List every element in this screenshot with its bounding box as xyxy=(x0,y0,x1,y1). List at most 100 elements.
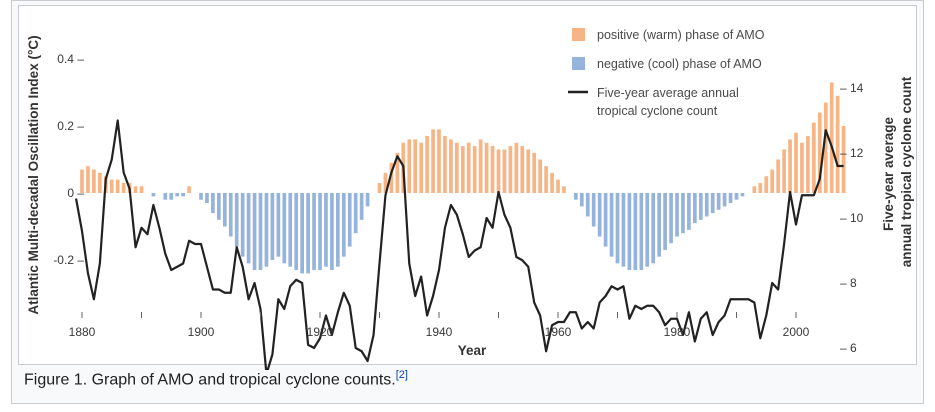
amo-bar-1911 xyxy=(264,193,269,267)
amo-bar-2004 xyxy=(817,112,822,193)
amo-bar-1931 xyxy=(383,172,388,193)
amo-bar-1941 xyxy=(443,136,447,193)
amo-bar-1898 xyxy=(187,186,191,193)
y2-tick-label: – 14 xyxy=(840,81,864,95)
amo-bar-1965 xyxy=(585,193,590,217)
amo-bar-1905 xyxy=(228,193,233,237)
amo-bar-1918 xyxy=(306,193,310,274)
amo-bar-1949 xyxy=(490,146,495,193)
legend-negative-label: negative (cool) phase of AMO xyxy=(597,57,762,71)
amo-bar-1913 xyxy=(276,193,281,257)
amo-bar-1947 xyxy=(478,139,483,193)
x-tick-label: 1940 xyxy=(426,325,453,339)
legend-line-label: Five-year average annual xyxy=(597,86,739,100)
y-axis-title: Atlantic Multi-decadal Oscillation Index… xyxy=(26,35,41,314)
amo-bar-1995 xyxy=(764,176,769,193)
y2-tick-label: – 6 xyxy=(840,341,857,355)
amo-bar-1961 xyxy=(562,186,566,193)
x-tick-label: 1980 xyxy=(664,325,691,339)
amo-bar-1930 xyxy=(377,182,382,193)
amo-bar-1973 xyxy=(633,193,638,271)
amo-bar-1890 xyxy=(139,186,144,193)
amo-bar-1936 xyxy=(413,139,418,193)
amo-bar-1968 xyxy=(603,193,608,247)
amo-bar-1921 xyxy=(324,193,328,267)
x-tick-label: 1880 xyxy=(69,325,96,339)
amo-bar-1994 xyxy=(758,182,763,193)
amo-bar-1983 xyxy=(693,193,697,224)
amo-bar-1964 xyxy=(579,193,584,207)
amo-bar-1969 xyxy=(609,193,614,257)
amo-bar-1940 xyxy=(437,129,441,193)
amo-bar-1988 xyxy=(722,193,727,207)
amo-bar-1907 xyxy=(240,193,245,257)
legend-positive-swatch xyxy=(572,28,585,41)
amo-bar-1883 xyxy=(98,172,102,193)
amo-bar-1885 xyxy=(109,179,114,193)
amo-bar-1897 xyxy=(181,193,185,197)
amo-bar-1972 xyxy=(627,193,632,271)
amo-bar-1926 xyxy=(353,193,358,234)
amo-bar-1998 xyxy=(782,149,786,193)
amo-bar-1945 xyxy=(466,142,471,193)
amo-bar-1914 xyxy=(282,193,287,264)
amo-bar-2008 xyxy=(841,126,846,193)
amo-bar-1957 xyxy=(538,159,542,193)
amo-bar-1999 xyxy=(788,139,792,193)
y2-axis-title-line1: Five-year average xyxy=(881,116,896,231)
y-tick-label: 0 – xyxy=(67,186,84,200)
amo-bar-1950 xyxy=(496,149,501,193)
amo-bar-1993 xyxy=(752,186,757,193)
amo-bar-1997 xyxy=(776,159,780,193)
amo-bar-1943 xyxy=(455,142,459,193)
amo-bar-1909 xyxy=(252,193,257,271)
amo-bar-1922 xyxy=(330,193,334,271)
amo-bar-1948 xyxy=(484,142,489,193)
amo-bar-1979 xyxy=(669,193,673,244)
amo-bar-1982 xyxy=(687,193,691,230)
y-tick-label: 0.4 – xyxy=(57,52,84,66)
amo-bar-1976 xyxy=(651,193,656,264)
caption-reference-link[interactable]: [2] xyxy=(395,369,408,381)
amo-bar-1946 xyxy=(472,146,477,193)
amo-bar-1902 xyxy=(211,193,215,214)
amo-bar-1978 xyxy=(663,193,667,250)
y2-tick-label: – 12 xyxy=(840,146,864,160)
amo-bar-1896 xyxy=(175,193,180,197)
amo-bar-1971 xyxy=(621,193,626,267)
amo-bar-1991 xyxy=(740,193,745,197)
amo-bar-1882 xyxy=(92,169,96,193)
legend-negative-swatch xyxy=(572,57,585,70)
amo-bar-1989 xyxy=(728,193,733,204)
amo-bar-2003 xyxy=(812,122,816,193)
amo-bar-1880 xyxy=(80,169,84,193)
amo-bar-1935 xyxy=(407,139,412,193)
amo-bar-1996 xyxy=(770,169,775,193)
amo-bar-1963 xyxy=(574,193,578,200)
amo-bar-1924 xyxy=(341,193,346,257)
x-tick-label: 2000 xyxy=(783,325,810,339)
amo-bar-1986 xyxy=(710,193,715,214)
amo-bar-1910 xyxy=(258,193,263,271)
amo-bar-1967 xyxy=(597,193,602,237)
amo-bar-1933 xyxy=(395,152,400,193)
x-axis-title: Year xyxy=(458,343,487,358)
amo-bar-1955 xyxy=(526,149,531,193)
amo-cyclone-chart: Atlantic Multi-decadal Oscillation Index… xyxy=(26,28,914,370)
amo-bar-1927 xyxy=(359,193,364,220)
amo-bars xyxy=(80,82,846,274)
amo-bar-1942 xyxy=(449,139,453,193)
amo-bar-1987 xyxy=(716,193,721,210)
amo-bar-1960 xyxy=(556,179,560,193)
amo-bar-2002 xyxy=(806,136,810,193)
amo-bar-1990 xyxy=(734,193,739,200)
amo-bar-1939 xyxy=(431,129,435,193)
amo-bar-1944 xyxy=(460,146,465,193)
cyclone-count-line xyxy=(74,119,844,370)
amo-bar-1970 xyxy=(615,193,620,264)
amo-bar-1925 xyxy=(347,193,352,247)
amo-bar-1937 xyxy=(419,142,423,193)
amo-bar-1980 xyxy=(675,193,679,237)
amo-bar-1959 xyxy=(550,172,554,193)
amo-bar-1966 xyxy=(591,193,596,227)
